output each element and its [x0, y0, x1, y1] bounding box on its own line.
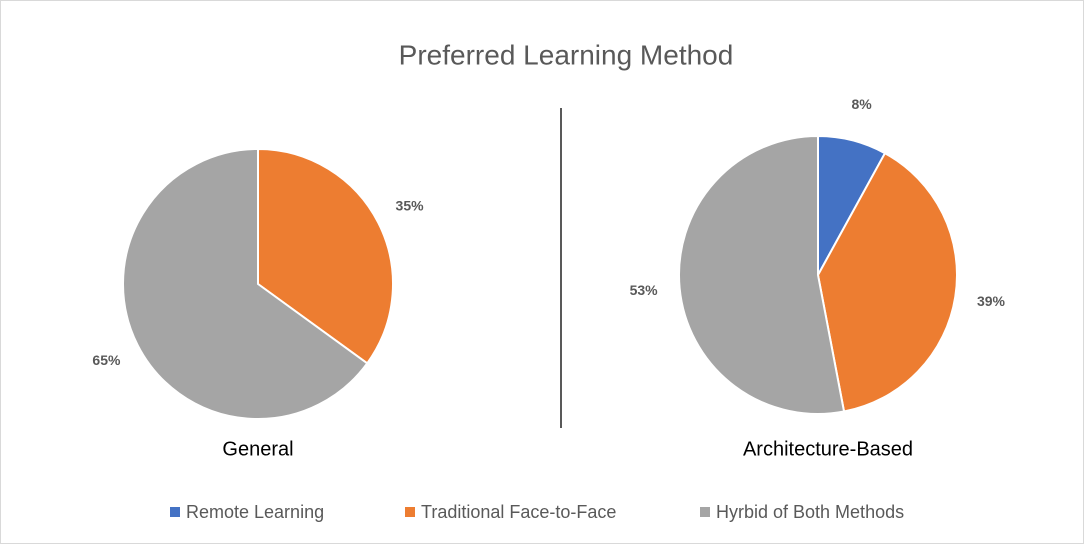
- legend-swatch: [170, 507, 180, 517]
- pie-slice: [122, 147, 369, 420]
- pie-slice: [678, 134, 846, 415]
- data-label: 39%: [977, 293, 1006, 309]
- chart-title: Preferred Learning Method: [399, 39, 734, 70]
- legend-label: Traditional Face-to-Face: [421, 502, 616, 522]
- pie-slice: [816, 151, 958, 413]
- pie-title: General: [222, 438, 293, 460]
- legend-swatch: [405, 507, 415, 517]
- legend-label: Remote Learning: [186, 502, 324, 522]
- data-label: 65%: [92, 352, 121, 368]
- data-label: 53%: [630, 282, 659, 298]
- data-label: 35%: [396, 197, 425, 213]
- data-label: 8%: [851, 96, 872, 112]
- legend-swatch: [700, 507, 710, 517]
- pie-title: Architecture-Based: [743, 438, 913, 460]
- pie-slice: [257, 147, 394, 365]
- legend-label: Hyrbid of Both Methods: [716, 502, 904, 522]
